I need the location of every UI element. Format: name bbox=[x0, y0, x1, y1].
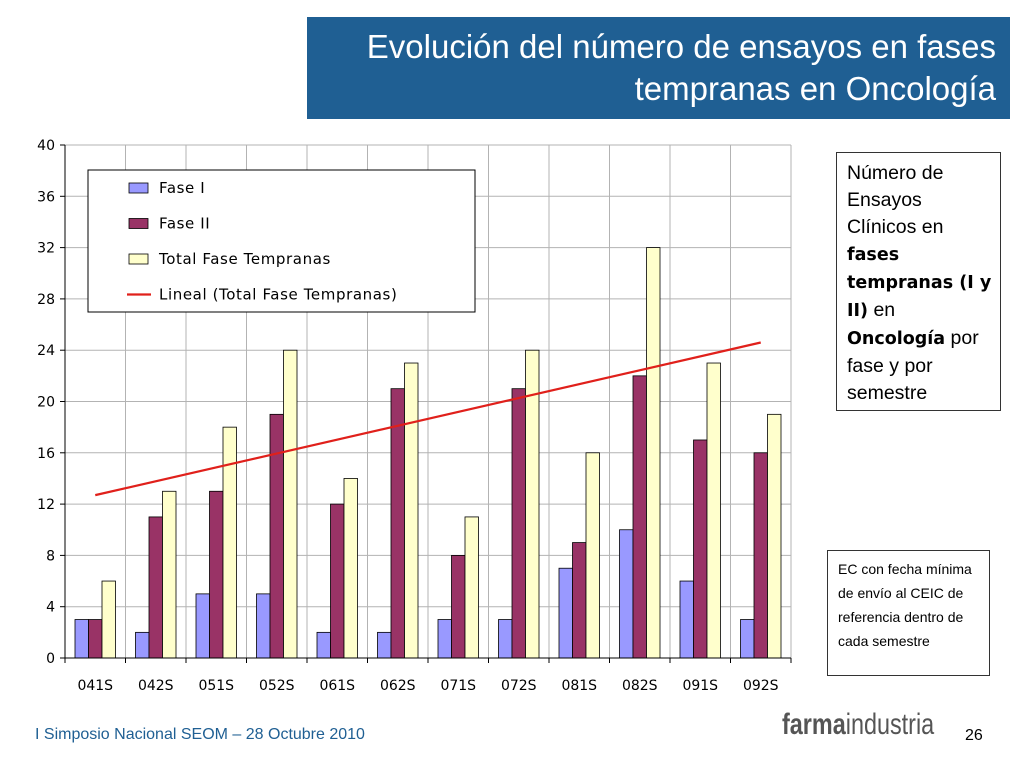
description-bold-oncology: Oncología bbox=[847, 329, 946, 349]
description-bold-phases: fases tempranas (I y II) bbox=[847, 245, 992, 321]
description-text-3: por fase y por semestre bbox=[847, 327, 979, 404]
fase-2-bar bbox=[511, 388, 526, 659]
x-tick-label: 042S bbox=[138, 678, 174, 694]
x-tick-label: 091S bbox=[682, 678, 718, 694]
total-fase-tempranas-bar bbox=[404, 362, 419, 659]
footer-event-text: I Simposio Nacional SEOM – 28 Octubre 20… bbox=[35, 726, 365, 743]
fase-2-bar bbox=[390, 388, 405, 659]
methodology-note-text: EC con fecha mínima de envío al CEIC de … bbox=[838, 561, 972, 649]
fase-2-bar bbox=[632, 375, 647, 659]
legend-label-fase-2: Fase II bbox=[159, 215, 210, 233]
y-tick-label: 4 bbox=[46, 600, 55, 616]
y-tick-label: 12 bbox=[37, 497, 55, 513]
total-fase-tempranas-bar bbox=[767, 413, 782, 659]
x-tick-label: 071S bbox=[440, 678, 476, 694]
total-fase-tempranas-bar bbox=[101, 580, 116, 659]
y-tick-label: 24 bbox=[37, 343, 55, 359]
y-tick-label: 8 bbox=[46, 548, 55, 564]
total-fase-tempranas-bar bbox=[162, 490, 177, 659]
x-tick-label: 081S bbox=[561, 678, 597, 694]
y-tick-label: 36 bbox=[37, 189, 55, 205]
fase-1-bar bbox=[74, 619, 89, 659]
fase-1-bar bbox=[195, 593, 210, 659]
title-line-1: Evolución del número de ensayos en fases bbox=[366, 28, 996, 65]
y-tick-label: 16 bbox=[37, 446, 55, 462]
legend-label-trendline: Lineal (Total Fase Tempranas) bbox=[159, 286, 397, 304]
fase-1-bar bbox=[498, 619, 513, 659]
chart-trendline bbox=[95, 341, 761, 497]
fase-1-bar bbox=[558, 567, 573, 659]
chart-axes: 0 4 8 12 16 20 24 28 32 36 40 041S 042S 051S 052S 061S 0… bbox=[37, 138, 792, 694]
y-tick-label: 32 bbox=[37, 241, 55, 257]
fase-1-bar bbox=[437, 619, 452, 659]
fase-2-bar bbox=[753, 452, 768, 659]
fase-2-bar bbox=[451, 555, 466, 659]
x-tick-label: 051S bbox=[198, 678, 234, 694]
legend-label-fase-1: Fase I bbox=[159, 179, 205, 197]
chart-legend: Fase I Fase II Total Fase Tempranas Lineal … bbox=[87, 169, 476, 313]
legend-swatch-fase-1 bbox=[128, 182, 149, 194]
fase-2-bar bbox=[269, 413, 284, 659]
total-fase-tempranas-bar bbox=[464, 516, 479, 659]
description-text-1: Número de Ensayos Clínicos en bbox=[847, 162, 944, 238]
y-tick-label: 20 bbox=[37, 395, 55, 411]
fase-2-bar bbox=[572, 542, 587, 659]
logo-text-bold: farma bbox=[782, 708, 846, 741]
legend-label-total: Total Fase Tempranas bbox=[158, 250, 331, 268]
total-trendline bbox=[95, 341, 761, 497]
fase-1-bar bbox=[619, 529, 634, 659]
total-fase-tempranas-bar bbox=[706, 362, 721, 659]
chart-description-box: Número de Ensayos Clínicos en fases temp… bbox=[836, 152, 1001, 411]
x-tick-label: 072S bbox=[501, 678, 537, 694]
legend-swatch-total bbox=[128, 253, 149, 265]
y-tick-label: 0 bbox=[46, 651, 55, 667]
title-line-2: tempranas en Oncología bbox=[634, 70, 996, 107]
fase-1-bar bbox=[679, 580, 694, 659]
fase-1-bar bbox=[256, 593, 271, 659]
x-tick-label: 092S bbox=[743, 678, 779, 694]
chart-bars bbox=[74, 247, 782, 659]
fase-1-bar bbox=[135, 631, 150, 659]
x-tick-label: 062S bbox=[380, 678, 416, 694]
fase-1-bar bbox=[377, 631, 392, 659]
fase-2-bar bbox=[330, 503, 345, 659]
fase-2-bar bbox=[148, 516, 163, 659]
total-fase-tempranas-bar bbox=[283, 349, 298, 659]
total-fase-tempranas-bar bbox=[646, 247, 661, 659]
description-text-2: en bbox=[868, 299, 896, 321]
total-fase-tempranas-bar bbox=[222, 426, 237, 659]
fase-2-bar bbox=[209, 490, 224, 659]
slide-title: Evolución del número de ensayos en fases… bbox=[307, 17, 1010, 119]
total-fase-tempranas-bar bbox=[585, 452, 600, 659]
fase-1-bar bbox=[316, 631, 331, 659]
legend-swatch-fase-2 bbox=[128, 218, 149, 229]
legend-box bbox=[87, 169, 476, 313]
page-number: 26 bbox=[965, 727, 983, 744]
logo-text-light: industria bbox=[845, 708, 935, 741]
x-tick-label: 082S bbox=[622, 678, 658, 694]
fase-2-bar bbox=[693, 439, 708, 659]
x-tick-label: 052S bbox=[259, 678, 295, 694]
methodology-note-box: EC con fecha mínima de envío al CEIC de … bbox=[827, 550, 990, 676]
fase-2-bar bbox=[88, 619, 103, 659]
y-tick-label: 40 bbox=[37, 138, 55, 154]
fase-1-bar bbox=[740, 619, 755, 659]
x-tick-label: 041S bbox=[77, 678, 113, 694]
x-tick-label: 061S bbox=[319, 678, 355, 694]
total-fase-tempranas-bar bbox=[343, 478, 358, 659]
y-tick-label: 28 bbox=[37, 292, 55, 308]
